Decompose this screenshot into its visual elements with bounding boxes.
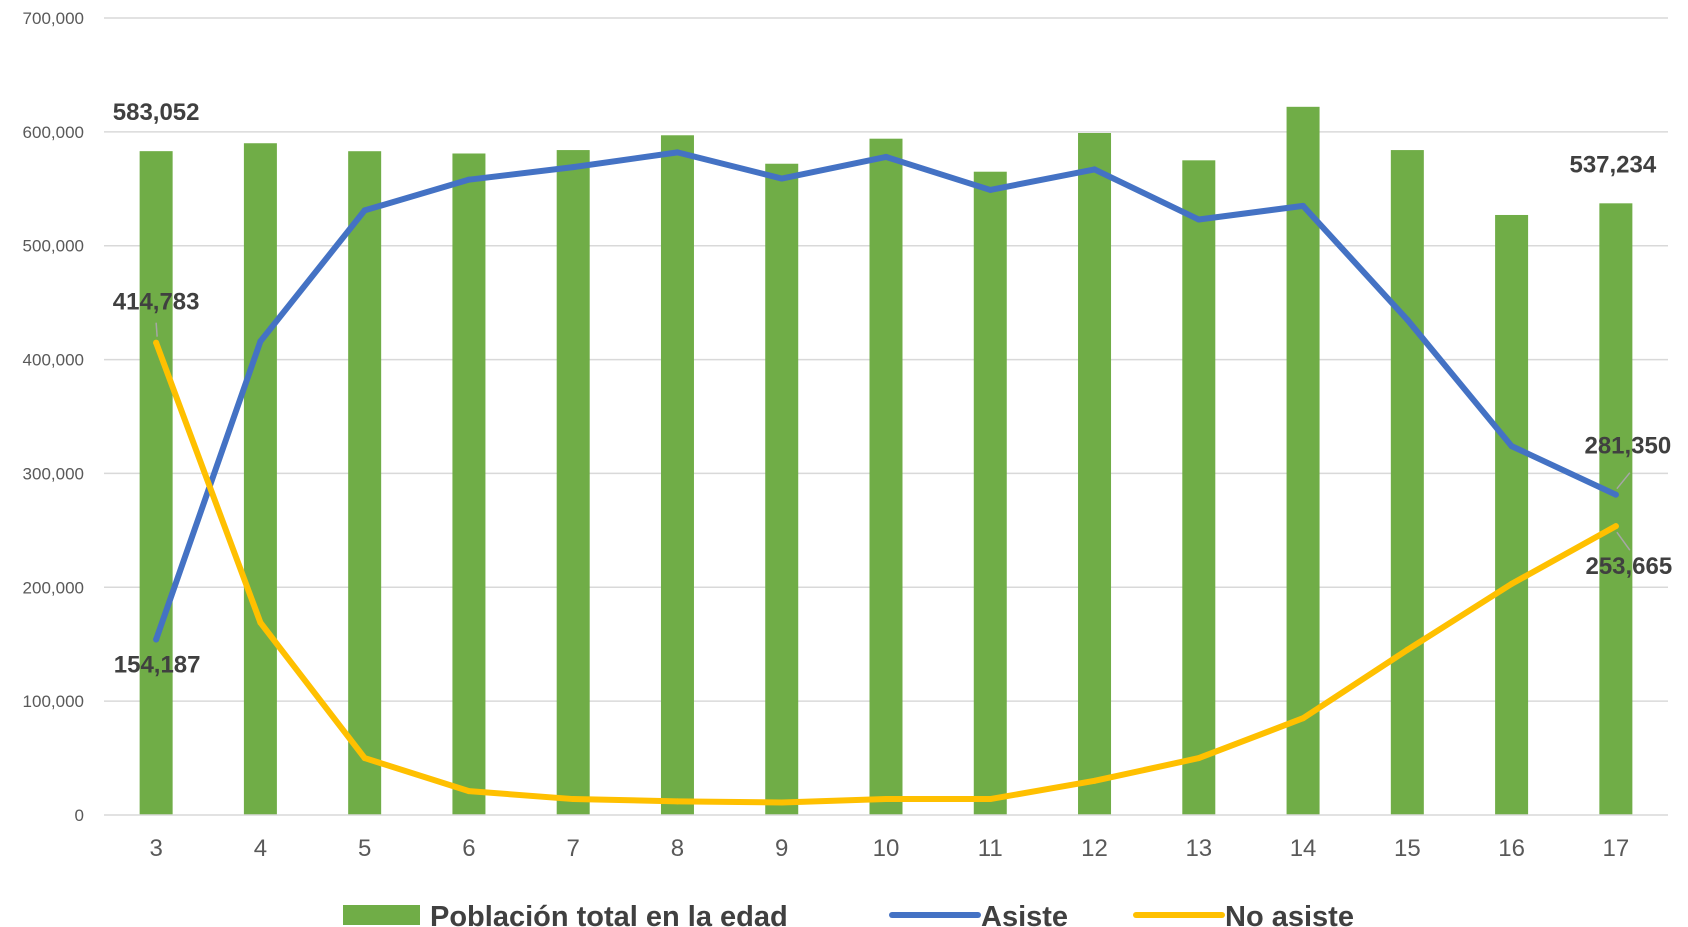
bar-11 (973, 171, 1007, 815)
y-tick-label-4: 400,000 (23, 351, 84, 370)
x-tick-label-11: 11 (978, 835, 1003, 862)
x-tick-label-8: 8 (671, 835, 684, 862)
y-tick-label-3: 300,000 (23, 464, 84, 483)
legend-label-no-asiste: No asiste (1225, 901, 1354, 927)
line-series (153, 149, 1619, 806)
point-no-asiste-6 (465, 788, 472, 795)
point-asiste-9 (778, 175, 785, 182)
point-asiste-12 (1091, 166, 1098, 173)
x-tick-label-16: 16 (1498, 835, 1525, 862)
x-tick-label-3: 3 (149, 835, 162, 862)
bar-9 (765, 163, 799, 816)
x-tick-label-6: 6 (462, 835, 475, 862)
point-no-asiste-12 (1091, 777, 1098, 784)
data-label-3: 281,350 (1584, 433, 1671, 460)
bar-5 (348, 151, 382, 815)
bar-17 (1599, 203, 1633, 815)
point-no-asiste-16 (1508, 580, 1515, 587)
y-tick-label-2: 200,000 (23, 578, 84, 597)
y-tick-label-0: 0 (75, 806, 84, 825)
bar-10 (869, 138, 903, 815)
point-asiste-5 (361, 207, 368, 214)
x-tick-label-7: 7 (567, 835, 580, 862)
point-no-asiste-5 (361, 755, 368, 762)
bar-3 (139, 151, 173, 815)
point-no-asiste-15 (1404, 646, 1411, 653)
point-asiste-4 (257, 338, 264, 345)
point-no-asiste-9 (778, 799, 785, 806)
point-no-asiste-8 (674, 798, 681, 805)
data-label-leader-4 (155, 322, 158, 337)
point-asiste-14 (1300, 202, 1307, 209)
bar-14 (1286, 106, 1320, 815)
bar-7 (556, 150, 590, 815)
data-label-leader-5 (1616, 531, 1631, 551)
y-tick-label-7: 700,000 (23, 9, 84, 28)
data-label-2: 154,187 (114, 651, 201, 678)
point-asiste-10 (883, 153, 889, 160)
point-asiste-17 (1612, 491, 1619, 498)
bar-4 (243, 143, 277, 815)
point-no-asiste-14 (1300, 715, 1307, 722)
bar-15 (1390, 150, 1424, 815)
point-asiste-11 (987, 186, 994, 193)
bar-8 (660, 135, 694, 816)
bar-13 (1182, 160, 1216, 816)
point-no-asiste-3 (153, 339, 160, 346)
point-asiste-15 (1404, 316, 1411, 323)
x-tick-label-9: 9 (775, 835, 788, 862)
bar-6 (452, 153, 486, 816)
data-label-leader-3 (1616, 472, 1631, 490)
x-tick-label-10: 10 (873, 835, 900, 862)
x-tick-label-17: 17 (1603, 835, 1630, 862)
y-axis: 0 100,000 200,000 300,000 400,000 500,000 600,… (23, 9, 84, 825)
bar-16 (1495, 214, 1529, 816)
x-axis: 3 4 5 6 7 8 9 10 11 12 13 14 15 16 17 (149, 835, 1629, 862)
y-tick-label-5: 500,000 (23, 237, 84, 256)
x-tick-label-5: 5 (358, 835, 371, 862)
legend-swatch-poblacion (343, 905, 420, 925)
point-asiste-8 (674, 149, 681, 156)
data-label-5: 253,665 (1585, 553, 1672, 580)
data-labels: 583,052 537,234 154,187 281,350 414,783 253,6… (113, 99, 1672, 678)
bar-series (139, 106, 1633, 816)
bar-12 (1078, 132, 1112, 815)
data-label-4: 414,783 (113, 289, 200, 316)
x-tick-label-12: 12 (1081, 835, 1108, 862)
point-no-asiste-11 (987, 796, 994, 803)
point-asiste-13 (1195, 216, 1202, 223)
point-asiste-6 (465, 176, 472, 183)
legend-label-poblacion: Población total en la edad (430, 901, 788, 927)
point-no-asiste-4 (257, 619, 264, 626)
point-no-asiste-17 (1612, 523, 1619, 530)
legend-label-asiste: Asiste (981, 901, 1068, 927)
point-no-asiste-7 (570, 796, 577, 803)
data-label-1: 537,234 (1569, 151, 1656, 178)
data-label-0: 583,052 (113, 99, 200, 126)
point-asiste-3 (153, 636, 160, 643)
point-asiste-16 (1508, 443, 1515, 450)
x-tick-label-4: 4 (254, 835, 267, 862)
x-tick-label-15: 15 (1394, 835, 1421, 862)
point-asiste-7 (570, 164, 577, 171)
point-no-asiste-10 (883, 796, 889, 803)
x-tick-label-13: 13 (1185, 835, 1212, 862)
y-tick-label-1: 100,000 (23, 692, 84, 711)
y-tick-label-6: 600,000 (23, 123, 84, 142)
legend: Población total en la edad Asiste No asist… (343, 901, 1354, 927)
x-tick-label-14: 14 (1290, 835, 1317, 862)
point-no-asiste-13 (1195, 755, 1202, 762)
